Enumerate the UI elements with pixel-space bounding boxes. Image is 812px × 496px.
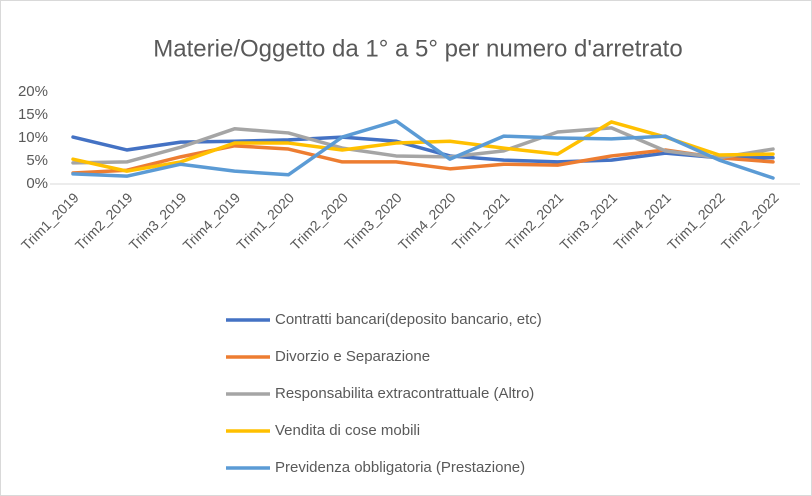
legend-label: Vendita di cose mobili: [275, 422, 420, 439]
y-tick-label: 5%: [26, 152, 48, 169]
series-line: [71, 126, 775, 165]
series-line: [71, 135, 775, 164]
legend-label: Contratti bancari(deposito bancario, etc…: [275, 311, 542, 328]
series-line: [71, 144, 775, 175]
chart-title: Materie/Oggetto da 1° a 5° per numero d'…: [153, 35, 682, 62]
legend-label: Divorzio e Separazione: [275, 348, 430, 365]
legend-label: Responsabilita extracontrattuale (Altro): [275, 385, 534, 402]
y-tick-label: 15%: [18, 106, 48, 123]
y-tick-label: 10%: [18, 129, 48, 146]
y-tick-label: 20%: [18, 83, 48, 100]
series-line: [71, 119, 775, 180]
y-tick-label: 0%: [26, 175, 48, 192]
legend-label: Previdenza obbligatoria (Prestazione): [275, 459, 525, 476]
